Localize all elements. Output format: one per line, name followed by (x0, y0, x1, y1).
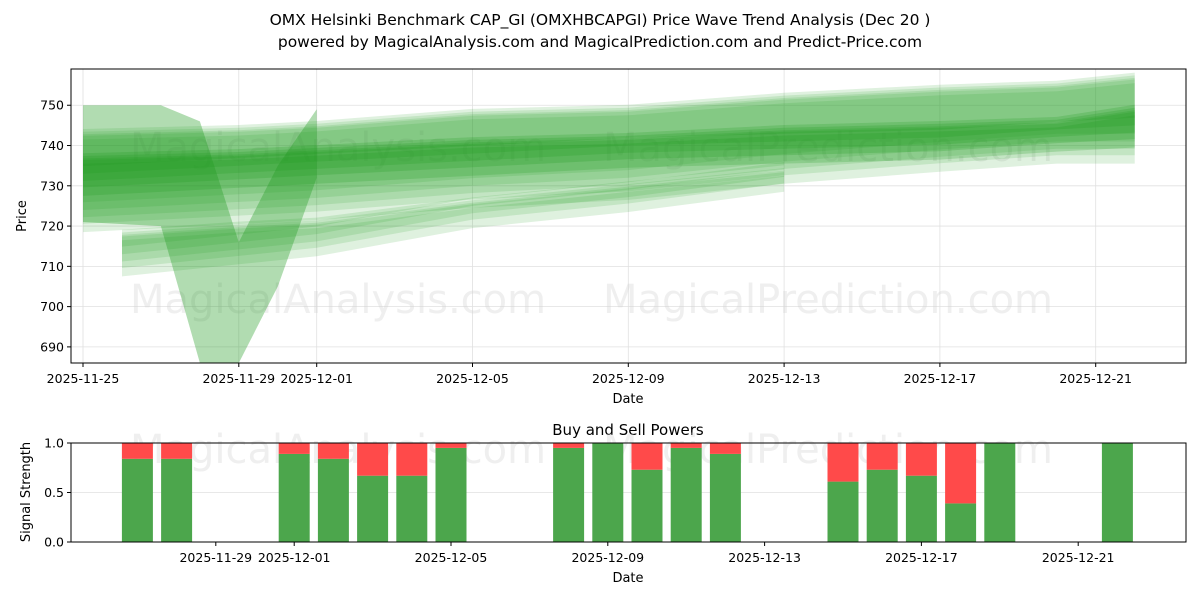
y-tick-label: 710 (40, 259, 64, 274)
x-tick-label: 2025-11-29 (202, 371, 275, 386)
sell-bar (435, 443, 467, 448)
sell-bar (278, 443, 310, 454)
wave-band (122, 172, 785, 268)
x-tick-label: 2025-12-05 (415, 550, 488, 565)
sell-bar (631, 443, 663, 470)
x-tick-label: 2025-12-21 (1042, 550, 1115, 565)
watermark-right-bottom: MagicalPrediction.com (603, 277, 1053, 323)
y-tick-label: 0.0 (44, 535, 64, 550)
buy-bar (984, 443, 1016, 542)
buy-bar (631, 469, 663, 542)
y-tick-label: 720 (40, 219, 64, 234)
wave-band (122, 168, 785, 255)
x-tick-label: 2025-12-17 (904, 371, 977, 386)
buy-bar (161, 458, 193, 542)
wave-band (83, 104, 1135, 167)
sell-bar (317, 443, 349, 459)
wave-band (83, 79, 1135, 224)
y-tick-label: 700 (40, 299, 64, 314)
sell-bar (709, 443, 741, 454)
x-tick-label: 2025-12-13 (748, 371, 821, 386)
buy-bar (670, 447, 702, 542)
wave-band (122, 162, 785, 247)
buy-bar (945, 503, 977, 542)
buy-bar (592, 443, 624, 542)
buy-bar (866, 469, 898, 542)
buy-bar (435, 447, 467, 542)
wave-band (83, 105, 317, 363)
wave-band (83, 75, 1135, 211)
chart-title: OMX Helsinki Benchmark CAP_GI (OMXHBCAPG… (269, 11, 931, 29)
x-tick-label: 2025-12-13 (728, 550, 801, 565)
buy-bar (1101, 443, 1133, 542)
watermark-left-top: MagicalAnalysis.com (130, 125, 546, 171)
x-tick-label: 2025-12-17 (885, 550, 958, 565)
wave-band (83, 111, 1135, 188)
buy-bar (905, 475, 937, 542)
signal-chart: Buy and Sell Powers MagicalAnalysis.com … (19, 421, 1187, 586)
signal-x-label: Date (612, 571, 643, 586)
wave-band (83, 72, 1135, 203)
wave-band (83, 110, 1135, 181)
y-tick-label: 0.5 (44, 485, 64, 500)
price-watermarks: MagicalAnalysis.com MagicalPrediction.co… (130, 125, 1053, 323)
buy-bar (278, 453, 310, 542)
watermark-right-top: MagicalPrediction.com (603, 125, 1053, 171)
buy-bar (357, 475, 389, 542)
x-tick-label: 2025-12-09 (592, 371, 665, 386)
sell-bar (121, 443, 153, 459)
x-tick-label: 2025-12-01 (258, 550, 331, 565)
sell-bar (357, 443, 389, 476)
sell-bar (905, 443, 937, 476)
wave-band (83, 83, 1135, 233)
wave-band (122, 170, 785, 262)
y-tick-label: 740 (40, 138, 64, 153)
signal-y-label: Signal Strength (19, 442, 34, 542)
wave-band (83, 107, 1135, 174)
y-tick-label: 750 (40, 98, 64, 113)
y-tick-label: 730 (40, 178, 64, 193)
sell-bar (161, 443, 193, 459)
buy-bar (396, 475, 428, 542)
sell-bar (396, 443, 428, 476)
chart-subtitle: powered by MagicalAnalysis.com and Magic… (277, 33, 923, 51)
wave-band (122, 175, 785, 277)
buy-bar (553, 447, 585, 542)
price-y-axis: 690 700 710 720 730 740 750 (40, 98, 71, 354)
buy-bar (121, 458, 153, 542)
price-x-label: Date (612, 392, 643, 407)
buy-bar (317, 458, 349, 542)
x-tick-label: 2025-12-01 (280, 371, 353, 386)
x-tick-label: 2025-12-09 (571, 550, 644, 565)
price-grid (71, 69, 1186, 363)
x-tick-label: 2025-12-05 (436, 371, 509, 386)
price-x-axis: 2025-11-25 2025-11-29 2025-12-01 2025-12-05… (47, 363, 1132, 386)
sell-bar (945, 443, 977, 504)
x-tick-label: 2025-11-25 (47, 371, 120, 386)
price-waves (83, 72, 1135, 363)
signal-y-axis: 0.0 0.5 1.0 (44, 436, 71, 550)
sell-bar (866, 443, 898, 470)
signal-bars (121, 443, 1133, 542)
watermark-left-bottom: MagicalAnalysis.com (130, 277, 546, 323)
wave-band (83, 115, 1135, 196)
price-y-label: Price (15, 200, 30, 232)
buy-bar (709, 453, 741, 542)
y-tick-label: 690 (40, 339, 64, 354)
x-tick-label: 2025-11-29 (179, 550, 252, 565)
sell-bar (553, 443, 585, 448)
wave-band (83, 77, 1135, 218)
x-tick-label: 2025-12-21 (1059, 371, 1132, 386)
buy-bar (827, 481, 859, 542)
signal-x-axis: 2025-11-29 2025-12-01 2025-12-05 2025-12-09… (179, 542, 1115, 565)
signal-chart-title: Buy and Sell Powers (552, 421, 704, 439)
sell-bar (827, 443, 859, 482)
sell-bar (670, 443, 702, 448)
price-chart: MagicalAnalysis.com MagicalPrediction.co… (15, 68, 1187, 407)
y-tick-label: 1.0 (44, 436, 64, 451)
